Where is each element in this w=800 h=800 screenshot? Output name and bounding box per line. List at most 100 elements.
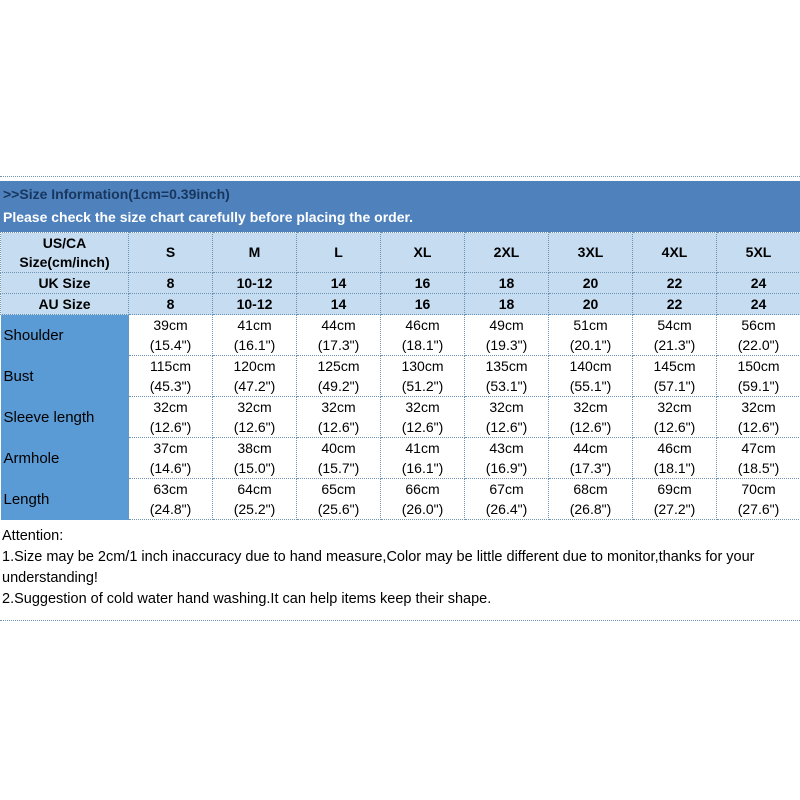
measurement-cell: 120cm (47.2") <box>212 355 297 397</box>
attention-title: Attention: <box>2 528 64 544</box>
attention-line-1: 1.Size may be 2cm/1 inch inaccuracy due … <box>2 549 755 586</box>
measurement-inch: (17.3") <box>569 460 612 476</box>
measurement-cell: 54cm (21.3") <box>632 314 717 356</box>
measurement-inch: (53.1") <box>485 378 528 394</box>
measurement-inch: (12.6") <box>149 419 192 435</box>
size-value-cell: 22 <box>632 272 717 294</box>
measurement-cm: 43cm <box>489 440 524 456</box>
measurement-cm: 46cm <box>657 440 692 456</box>
measurement-cm: 41cm <box>237 317 272 333</box>
size-value-cell: 16 <box>380 272 465 294</box>
measurement-cm: 41cm <box>405 440 440 456</box>
measurement-cm: 120cm <box>233 358 276 374</box>
row-label: Length <box>0 478 129 520</box>
size-col-header-m: M <box>212 232 297 273</box>
measurement-inch: (14.6") <box>149 460 192 476</box>
measurement-cm: 69cm <box>657 481 692 497</box>
measurement-cm: 32cm <box>405 399 440 415</box>
measurement-cm: 54cm <box>657 317 692 333</box>
measurement-cell: 70cm (27.6") <box>716 478 800 520</box>
measurement-cell: 56cm (22.0") <box>716 314 800 356</box>
measurement-cell: 65cm (25.6") <box>296 478 381 520</box>
measurement-cm: 44cm <box>321 317 356 333</box>
size-value-cell: 24 <box>716 272 800 294</box>
measurement-inch: (16.1") <box>401 460 444 476</box>
attention-line-2: 2.Suggestion of cold water hand washing.… <box>2 591 492 607</box>
bottom-dotted-divider <box>0 620 800 621</box>
measurement-cm: 64cm <box>237 481 272 497</box>
measurement-cell: 115cm (45.3") <box>128 355 213 397</box>
measurement-inch: (26.0") <box>401 501 444 517</box>
measurement-cm: 63cm <box>153 481 188 497</box>
row-label: Shoulder <box>0 314 129 356</box>
measurement-cell: 130cm (51.2") <box>380 355 465 397</box>
size-value-cell: 20 <box>548 293 633 315</box>
measurement-cell: 44cm (17.3") <box>296 314 381 356</box>
measurement-cell: 32cm (12.6") <box>380 396 465 438</box>
measurement-inch: (27.6") <box>737 501 780 517</box>
measurement-cell: 32cm (12.6") <box>716 396 800 438</box>
measurement-inch: (15.4") <box>149 337 192 353</box>
measurement-cm: 40cm <box>321 440 356 456</box>
attention-section: Attention: 1.Size may be 2cm/1 inch inac… <box>0 520 800 610</box>
measurement-cm: 67cm <box>489 481 524 497</box>
measurement-cm: 46cm <box>405 317 440 333</box>
measurement-cell: 40cm (15.7") <box>296 437 381 479</box>
measurement-inch: (59.1") <box>737 378 780 394</box>
measurement-cell: 41cm (16.1") <box>212 314 297 356</box>
size-col-header-l: L <box>296 232 381 273</box>
measurement-cell: 64cm (25.2") <box>212 478 297 520</box>
row-label: Sleeve length <box>0 396 129 438</box>
measurement-cm: 47cm <box>741 440 776 456</box>
measurement-cell: 47cm (18.5") <box>716 437 800 479</box>
measurement-cell: 66cm (26.0") <box>380 478 465 520</box>
size-value-cell: 14 <box>296 293 381 315</box>
measurement-cm: 49cm <box>489 317 524 333</box>
measurement-inch: (22.0") <box>737 337 780 353</box>
measurement-inch: (15.0") <box>233 460 276 476</box>
measurement-row-sleeve-length: Sleeve length 32cm (12.6") 32cm (12.6") 32cm (… <box>0 396 800 438</box>
measurement-inch: (18.1") <box>653 460 696 476</box>
measurement-inch: (17.3") <box>317 337 360 353</box>
size-table: US/CA Size(cm/inch) S M L XL 2XL 3XL 4XL 5XL UK… <box>0 232 800 520</box>
measurement-cell: 49cm (19.3") <box>464 314 549 356</box>
size-value-cell: 10-12 <box>212 293 297 315</box>
measurement-cell: 41cm (16.1") <box>380 437 465 479</box>
measurement-cell: 46cm (18.1") <box>632 437 717 479</box>
top-dotted-divider <box>0 176 800 177</box>
measurement-cell: 32cm (12.6") <box>464 396 549 438</box>
measurement-cm: 130cm <box>401 358 444 374</box>
measurement-cm: 115cm <box>150 358 191 374</box>
measurement-row-bust: Bust 115cm (45.3") 120cm (47.2") 125cm (49.2")… <box>0 355 800 397</box>
measurement-inch: (12.6") <box>401 419 444 435</box>
size-info-title: >>Size Information(1cm=0.39inch) <box>3 186 230 202</box>
measurement-cm: 145cm <box>653 358 696 374</box>
measurement-cm: 44cm <box>573 440 608 456</box>
size-value-cell: 22 <box>632 293 717 315</box>
measurement-cell: 43cm (16.9") <box>464 437 549 479</box>
measurement-inch: (25.6") <box>317 501 360 517</box>
measurement-cell: 46cm (18.1") <box>380 314 465 356</box>
measurement-inch: (18.1") <box>401 337 444 353</box>
size-col-header-5xl: 5XL <box>716 232 800 273</box>
measurement-cm: 32cm <box>153 399 188 415</box>
measurement-cell: 32cm (12.6") <box>548 396 633 438</box>
measurement-inch: (55.1") <box>569 378 612 394</box>
size-value-cell: 8 <box>128 293 213 315</box>
measurement-cm: 68cm <box>573 481 608 497</box>
measurement-cm: 70cm <box>741 481 776 497</box>
measurement-cm: 32cm <box>657 399 692 415</box>
measurement-cm: 51cm <box>573 317 608 333</box>
measurement-cell: 150cm (59.1") <box>716 355 800 397</box>
row-label: AU Size <box>0 293 129 315</box>
measurement-row-length: Length 63cm (24.8") 64cm (25.2") 65cm (25.6") 6… <box>0 478 800 520</box>
measurement-inch: (15.7") <box>317 460 360 476</box>
measurement-cm: 65cm <box>321 481 356 497</box>
measurement-cell: 63cm (24.8") <box>128 478 213 520</box>
measurement-cell: 68cm (26.8") <box>548 478 633 520</box>
corner-header-line2: Size(cm/inch) <box>19 253 110 270</box>
measurement-inch: (49.2") <box>317 378 360 394</box>
measurement-inch: (12.6") <box>569 419 612 435</box>
measurement-cm: 150cm <box>737 358 780 374</box>
measurement-cell: 51cm (20.1") <box>548 314 633 356</box>
